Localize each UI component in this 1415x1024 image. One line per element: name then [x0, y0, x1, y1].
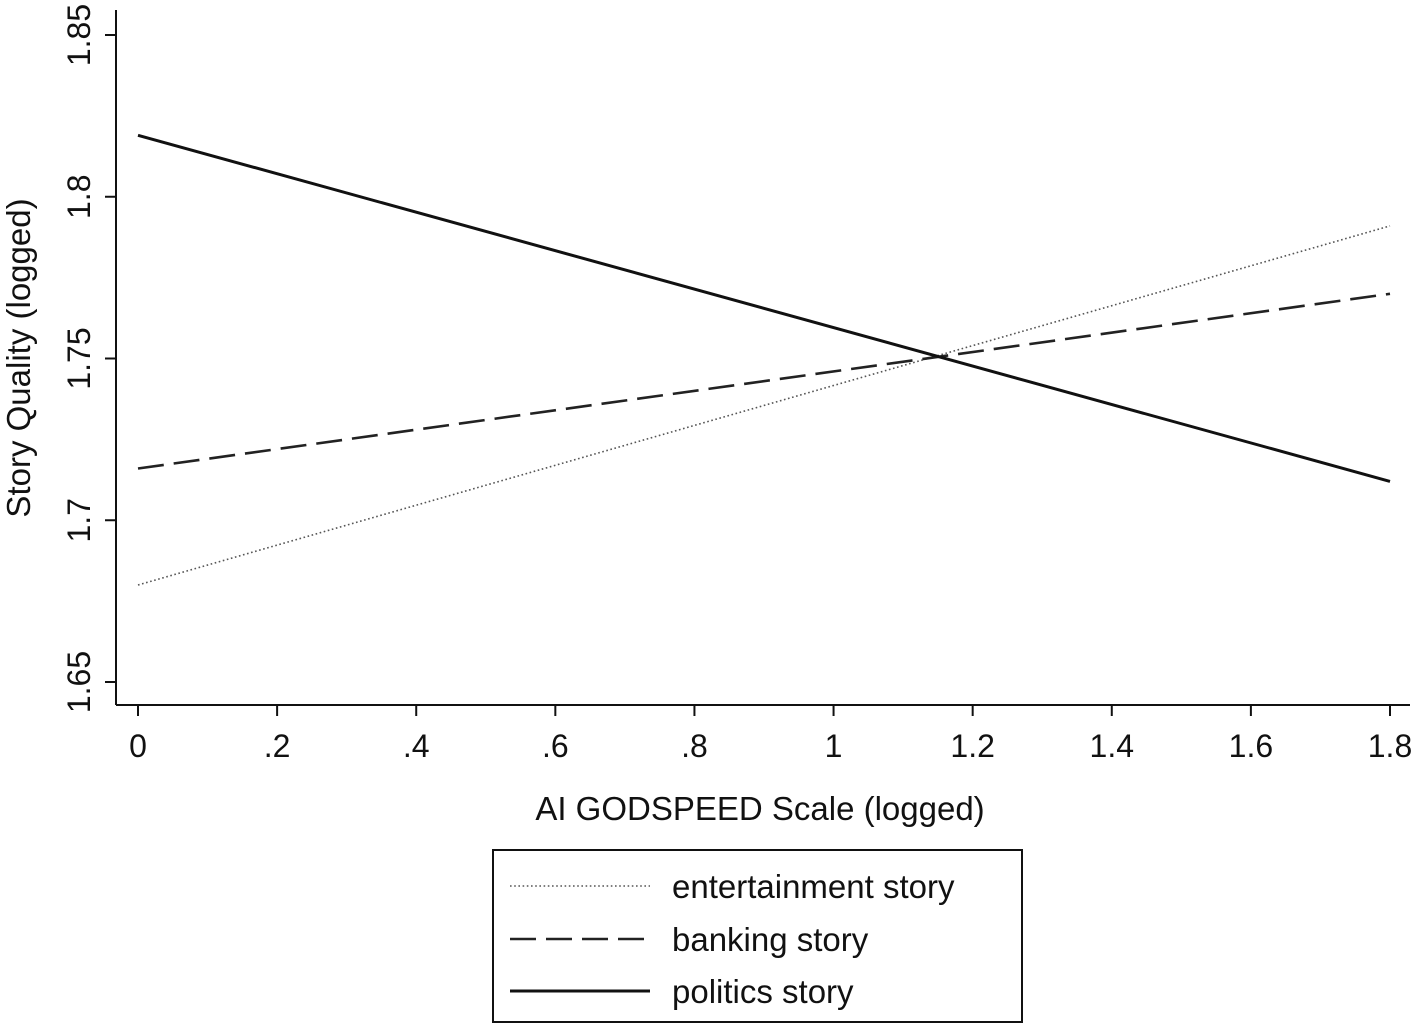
legend: entertainment story banking story politics…	[492, 849, 1023, 1023]
legend-label: entertainment story	[672, 868, 955, 905]
series-line-politics-story	[137, 133, 1391, 483]
x-axis-title: AI GODSPEED Scale (logged)	[535, 790, 984, 827]
series-line-entertainment-story	[137, 225, 1391, 586]
y-tick-label: 1.65	[61, 651, 97, 713]
y-tick-label: 1.8	[61, 175, 97, 219]
x-tick-label: .4	[403, 728, 430, 764]
x-tick-label: .8	[681, 728, 708, 764]
legend-box	[492, 849, 1023, 1023]
y-tick-label: 1.85	[61, 4, 97, 66]
y-tick-label: 1.75	[61, 327, 97, 389]
x-tick-label: 1.4	[1090, 728, 1134, 764]
y-axis-title: Story Quality (logged)	[0, 198, 37, 517]
x-tick-label: 0	[129, 728, 147, 764]
series-layer	[137, 133, 1391, 586]
legend-label: banking story	[672, 921, 869, 958]
x-tick-label: 1	[825, 728, 843, 764]
x-tick-label: .2	[264, 728, 291, 764]
x-tick-label: 1.8	[1368, 728, 1412, 764]
x-tick-label: 1.2	[950, 728, 994, 764]
series-line-banking-story	[137, 292, 1391, 470]
y-tick-label: 1.7	[61, 498, 97, 542]
legend-label: politics story	[672, 973, 854, 1010]
x-tick-label: .6	[542, 728, 569, 764]
x-tick-label: 1.6	[1229, 728, 1273, 764]
axes: 1.65 1.7 1.75 1.8 1.85 0 .2 .4 .6 .8 1 1.2 1.4 1.6 1.8	[61, 4, 1412, 764]
